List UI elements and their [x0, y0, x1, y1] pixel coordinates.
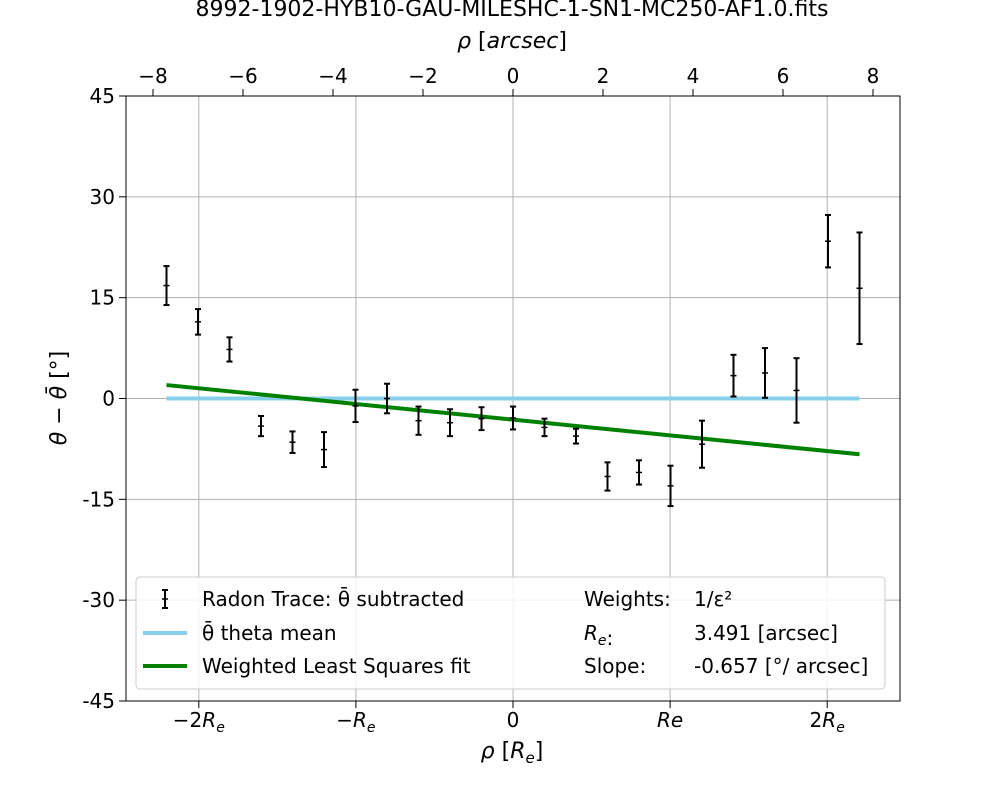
data-point	[258, 414, 264, 438]
series-layer	[163, 213, 863, 508]
x-tick-label: −2Re	[173, 708, 225, 736]
y-axis-title: θ − θ̄ [°]	[46, 351, 72, 446]
top-x-tick-label: 4	[687, 64, 700, 88]
data-point	[510, 405, 516, 431]
data-point	[226, 336, 233, 363]
top-x-tick-label: −6	[228, 64, 257, 88]
axes-layer: 45 30 15 0 -15 -30 -45 −2Re −Re 0 Re 2Re −8 −6 −4 −2 0 2 4…	[82, 64, 879, 736]
data-point	[321, 431, 327, 469]
legend-entry: Weighted Least Squares fit	[143, 654, 471, 678]
data-point	[762, 347, 768, 399]
data-point	[636, 459, 642, 486]
legend-info-key: Weights:	[584, 587, 671, 611]
data-point	[447, 408, 453, 438]
data-point	[856, 231, 863, 346]
data-point	[793, 357, 800, 424]
top-x-tick-label: 6	[777, 64, 790, 88]
legend-entry: Radon Trace: θ̄ subtracted	[162, 586, 464, 611]
data-point	[478, 406, 485, 432]
legend-info-value: -0.657 [°/ arcsec]	[694, 654, 868, 678]
legend-info-key: Re:	[584, 621, 613, 650]
y-tick-label: 45	[90, 84, 115, 108]
y-tick-label: 30	[90, 185, 115, 209]
top-x-tick-label: −8	[138, 64, 167, 88]
legend-label: Weighted Least Squares fit	[202, 654, 471, 678]
top-axis-title: ρ [arcsec]	[457, 29, 567, 54]
y-tick-label: -30	[82, 588, 115, 612]
top-x-tick-label: −2	[408, 64, 437, 88]
data-point	[730, 353, 737, 398]
data-point	[573, 427, 579, 445]
top-x-tick-label: 2	[597, 64, 610, 88]
data-point	[195, 308, 201, 336]
y-tick-label: -15	[82, 487, 115, 511]
data-point	[667, 464, 674, 508]
chart-title: 8992-1902-HYB10-GAU-MILESHC-1-SN1-MC250-…	[196, 0, 829, 22]
legend-label: θ̄ theta mean	[202, 620, 337, 645]
y-tick-label: -45	[82, 689, 115, 713]
legend-entry: θ̄ theta mean	[143, 620, 337, 645]
x-axis-title: ρ [Re]	[481, 739, 544, 767]
data-point	[699, 419, 705, 469]
data-point	[384, 382, 390, 415]
y-tick-label: 15	[90, 286, 115, 310]
x-tick-label: 0	[507, 708, 520, 732]
x-tick-label: 2Re	[810, 708, 845, 736]
data-point	[352, 388, 359, 424]
legend-info-key: Slope:	[584, 654, 646, 678]
data-point	[415, 405, 422, 436]
legend-info-value: 3.491 [arcsec]	[694, 621, 838, 645]
legend: Radon Trace: θ̄ subtracted θ̄ theta mean W…	[135, 576, 886, 690]
data-point	[825, 213, 831, 269]
legend-frame	[135, 576, 886, 690]
top-x-tick-label: −4	[318, 64, 347, 88]
data-point	[604, 461, 611, 492]
top-x-tick-label: 8	[867, 64, 880, 88]
legend-info-value: 1/ε²	[694, 587, 732, 611]
y-tick-label: 0	[102, 387, 115, 411]
x-tick-label: −Re	[336, 708, 375, 736]
x-tick-label: Re	[657, 708, 683, 732]
top-x-tick-label: 0	[507, 64, 520, 88]
legend-label: Radon Trace: θ̄ subtracted	[202, 586, 464, 611]
data-point	[163, 265, 170, 307]
data-point	[289, 430, 296, 454]
data-point	[541, 417, 548, 438]
